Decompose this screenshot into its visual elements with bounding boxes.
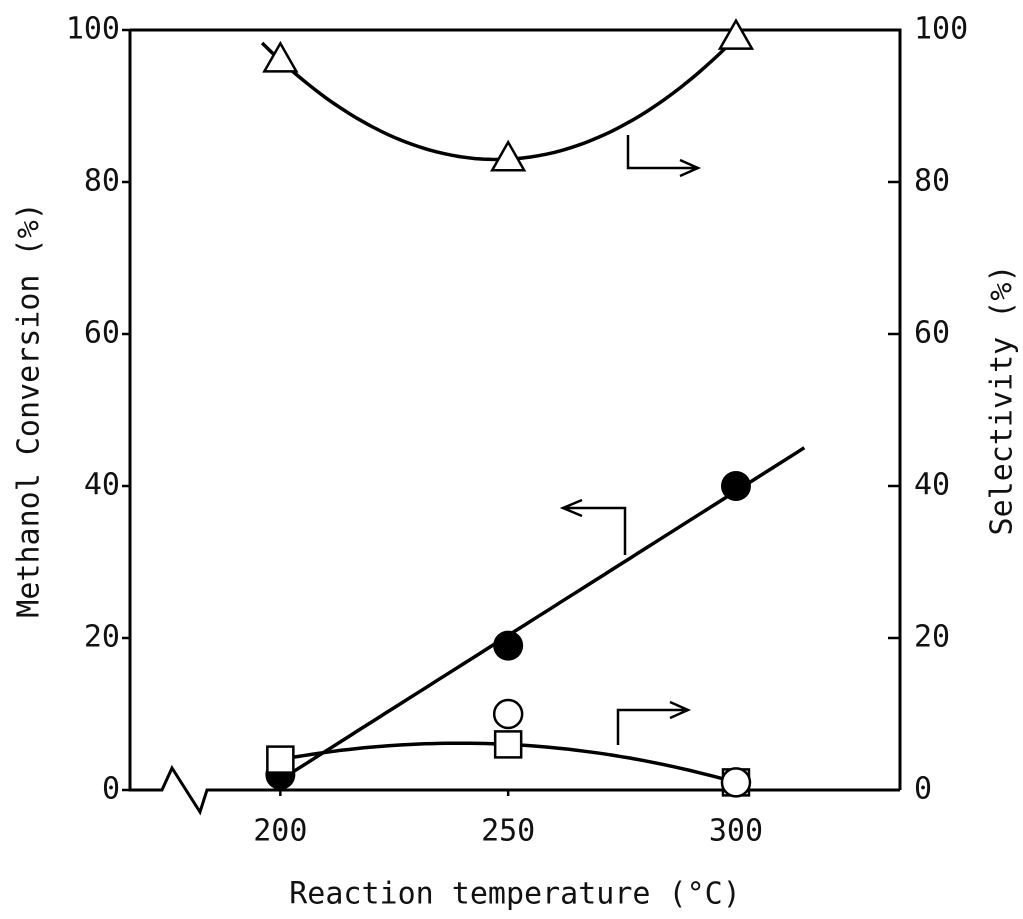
x-tick-label: 250 <box>481 814 535 849</box>
y2-tick-label: 60 <box>914 316 950 351</box>
y-tick-label: 20 <box>84 620 120 655</box>
y2-axis-label: Selectivity (%) <box>985 265 1020 536</box>
y-tick-label: 0 <box>102 772 120 807</box>
marker <box>720 767 752 798</box>
marker <box>492 698 524 730</box>
marker <box>493 730 523 759</box>
annotation-arrows <box>559 135 702 745</box>
marker <box>717 18 755 50</box>
y2-tick-label: 0 <box>914 772 932 807</box>
y2-tick-label: 100 <box>914 12 968 47</box>
axis-frame <box>128 28 902 816</box>
y-tick-label: 60 <box>84 316 120 351</box>
marker <box>266 745 295 774</box>
y2-tick-label: 40 <box>914 468 950 503</box>
marker <box>720 471 751 501</box>
marker <box>490 139 527 172</box>
x-axis-label: Reaction temperature (°C) <box>289 877 741 912</box>
marker <box>493 630 524 661</box>
y-axis-label: Methanol Conversion (%) <box>12 202 47 617</box>
fit-curve <box>260 36 738 162</box>
y-tick-label: 40 <box>84 468 120 503</box>
y-tick-label: 100 <box>66 12 120 47</box>
y2-tick-label: 80 <box>914 164 950 199</box>
fit-curve <box>279 446 806 782</box>
x-tick-label: 300 <box>709 814 763 849</box>
y-tick-label: 80 <box>84 164 120 199</box>
x-tick-label: 200 <box>253 814 307 849</box>
marker <box>262 40 299 73</box>
y2-tick-label: 20 <box>914 620 950 655</box>
